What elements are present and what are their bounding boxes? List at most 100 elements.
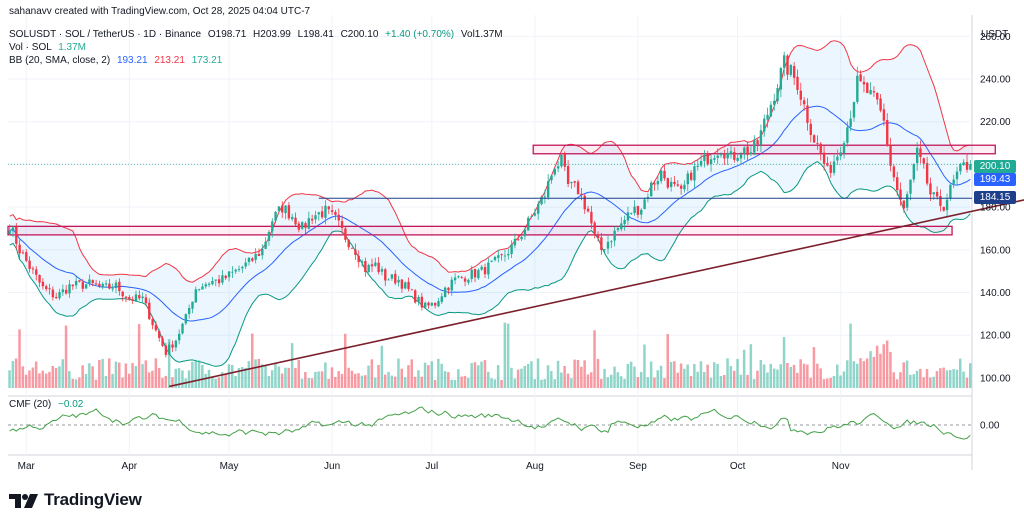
- volume-bar: [141, 364, 144, 388]
- volume-bar: [264, 365, 267, 388]
- volume-bar: [636, 377, 640, 388]
- volume-bar: [832, 376, 836, 388]
- symbol-legend[interactable]: SOLUSDT · SOL / TetherUS · 1D · Binance …: [9, 29, 503, 40]
- candle: [530, 214, 533, 219]
- x-tick-label: Nov: [832, 461, 850, 472]
- candle: [603, 248, 606, 255]
- brand-name: TradingView: [44, 490, 142, 509]
- candle-body: [357, 255, 360, 263]
- candle-body: [164, 345, 168, 355]
- volume-bar: [487, 371, 490, 388]
- volume-bar: [809, 377, 812, 388]
- candle: [15, 222, 18, 250]
- candle-body: [241, 266, 244, 269]
- volume-bar: [447, 372, 450, 388]
- candle: [390, 273, 394, 281]
- candle-body: [31, 268, 35, 270]
- volume-bar: [91, 366, 94, 388]
- candle: [58, 288, 61, 301]
- candle-body: [872, 91, 876, 93]
- candle: [221, 270, 224, 285]
- volume-bar: [736, 359, 739, 388]
- volume-bar: [241, 367, 244, 388]
- volume-bar: [726, 358, 729, 388]
- candle-body: [613, 230, 616, 241]
- candle: [184, 313, 188, 326]
- candle: [806, 98, 809, 131]
- candle: [55, 292, 58, 300]
- candle: [467, 278, 470, 285]
- candle: [324, 200, 327, 225]
- candle-body: [523, 229, 527, 237]
- previous-price-label: 199.43: [974, 173, 1016, 186]
- volume-bar: [397, 358, 400, 388]
- volume-bar: [480, 361, 483, 388]
- candle: [384, 267, 387, 286]
- candle-body: [274, 211, 277, 221]
- support-resistance-zones: [7, 144, 996, 236]
- volume-bar: [600, 378, 603, 388]
- candle: [347, 239, 350, 250]
- candle-body: [493, 257, 497, 261]
- tradingview-logo[interactable]: TradingView: [9, 490, 142, 510]
- candle: [929, 177, 932, 202]
- candle: [281, 201, 284, 218]
- candle-body: [470, 269, 473, 280]
- candle-body: [347, 239, 350, 248]
- candle-body: [769, 104, 773, 117]
- candle: [590, 205, 593, 229]
- candle-body: [696, 165, 699, 167]
- candle: [430, 302, 434, 307]
- volume-bar: [68, 371, 71, 388]
- candle: [94, 279, 98, 285]
- bb-legend[interactable]: BB (20, SMA, close, 2) 193.21 213.21 173…: [9, 55, 222, 66]
- candle-body: [141, 296, 144, 299]
- candle-body: [945, 199, 949, 211]
- volume-bar: [762, 364, 766, 388]
- candle-body: [191, 301, 194, 309]
- volume-bar: [603, 368, 606, 388]
- candle: [533, 208, 537, 217]
- candle-body: [310, 218, 314, 221]
- candle: [852, 101, 856, 122]
- candle: [470, 265, 473, 283]
- volume-bar: [693, 364, 696, 388]
- volume-bar: [520, 368, 523, 388]
- candle: [234, 268, 237, 275]
- candle: [320, 206, 324, 220]
- candle-body: [866, 82, 869, 93]
- candle: [822, 145, 826, 171]
- candle: [350, 247, 354, 249]
- candle: [836, 149, 839, 165]
- candle: [397, 275, 400, 287]
- candle: [64, 285, 68, 295]
- volume-bar: [54, 368, 58, 388]
- candle: [520, 234, 523, 242]
- candle-body: [367, 264, 370, 273]
- candle-body: [121, 291, 124, 297]
- candle: [38, 274, 41, 288]
- candle: [955, 166, 959, 185]
- candle-body: [693, 166, 696, 181]
- candle-body: [151, 319, 154, 326]
- volume-bar: [932, 376, 935, 388]
- volume-bar: [826, 378, 829, 388]
- candle: [849, 110, 852, 132]
- candle-body: [91, 280, 94, 283]
- volume-bar: [786, 363, 789, 388]
- candle: [546, 173, 550, 200]
- volume-legend[interactable]: Vol · SOL 1.37M: [9, 42, 86, 53]
- volume-bar: [277, 366, 281, 388]
- candle-body: [839, 152, 842, 157]
- candle-body: [802, 100, 806, 105]
- candle-body: [271, 221, 274, 232]
- candle-body: [836, 156, 839, 161]
- volume-bar: [473, 362, 477, 388]
- candle-body: [763, 118, 766, 132]
- candle: [653, 180, 656, 191]
- candle-body: [829, 165, 832, 173]
- candle: [660, 167, 663, 184]
- cmf-legend[interactable]: CMF (20) −0.02: [9, 399, 83, 410]
- candle: [400, 279, 404, 293]
